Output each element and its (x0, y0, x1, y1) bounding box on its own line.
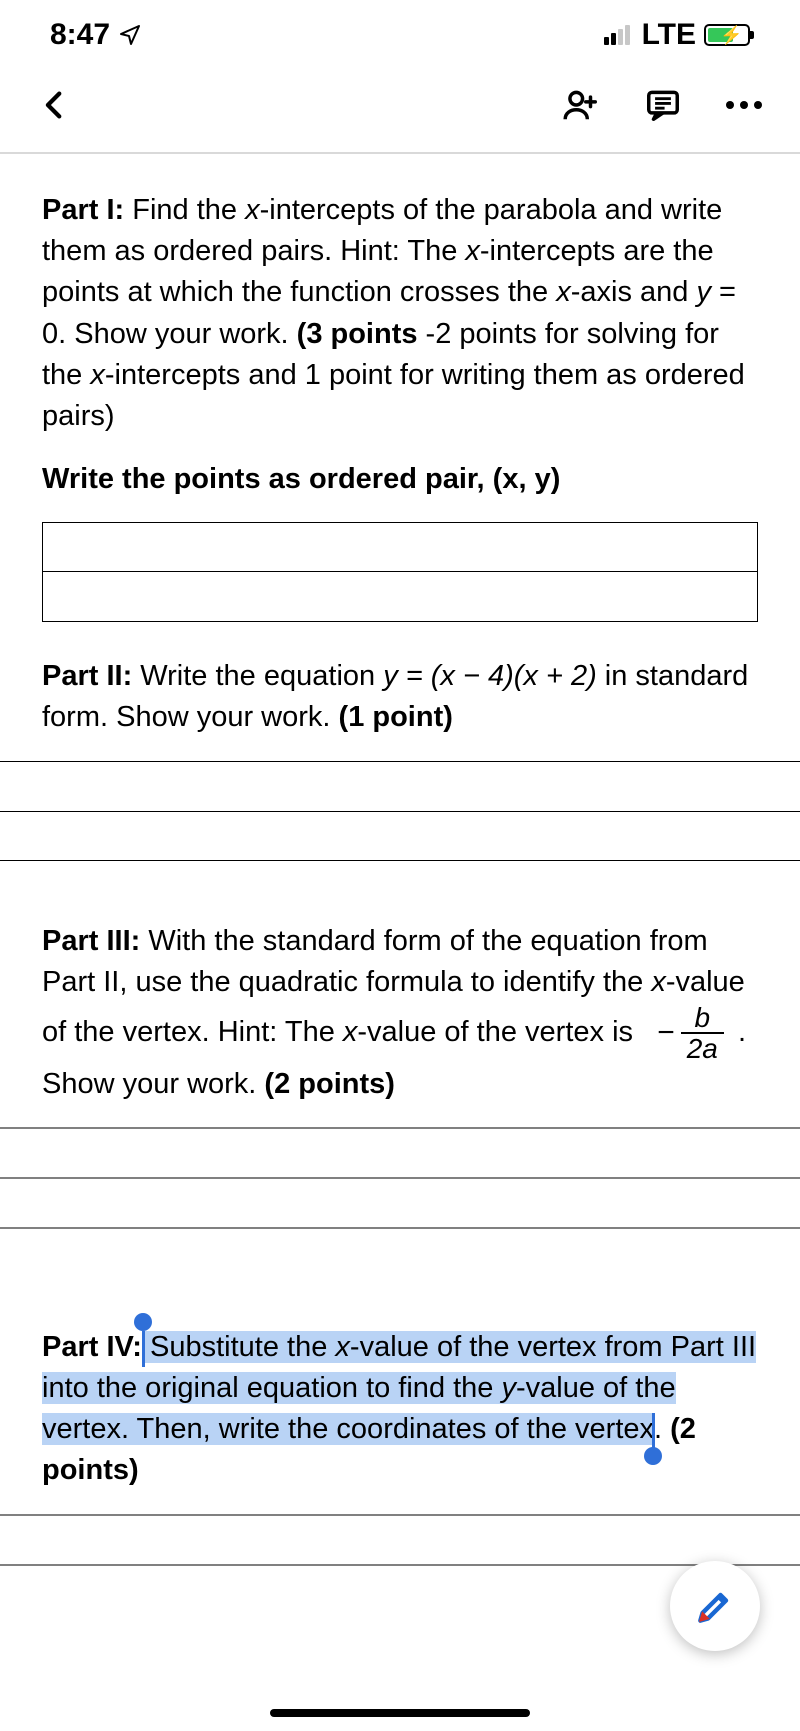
selected-text[interactable]: Substitute the x-value of the vertex fro… (42, 1331, 756, 1445)
answer-line[interactable] (0, 1227, 800, 1277)
part4-label: Part IV: (42, 1331, 142, 1363)
answer-line[interactable] (0, 811, 800, 861)
location-arrow-icon (118, 23, 142, 47)
more-icon[interactable] (726, 101, 762, 109)
back-icon[interactable] (38, 88, 72, 122)
person-add-icon[interactable] (562, 86, 600, 124)
nav-bar (0, 62, 800, 152)
status-time: 8:47 (50, 18, 110, 52)
part3-answer-lines (0, 1127, 800, 1277)
fraction: b2a (681, 1003, 724, 1064)
part2-text: Part II: Write the equation y = (x − 4)(… (42, 656, 758, 738)
part4-text: Part IV: Substitute the x-value of the v… (42, 1327, 758, 1492)
part1-instruction: Write the points as ordered pair, (x, y) (42, 459, 758, 500)
edit-fab[interactable] (670, 1561, 760, 1651)
minus-sign: − (657, 1016, 675, 1049)
answer-line[interactable] (0, 761, 800, 811)
selection-handle-end[interactable] (644, 1447, 662, 1465)
comment-icon[interactable] (644, 86, 682, 124)
battery-icon: ⚡ (704, 24, 750, 46)
part3-text: Part III: With the standard form of the … (42, 921, 758, 1105)
part2-label: Part II: (42, 660, 132, 692)
signal-icon (604, 25, 630, 45)
answer-line[interactable] (0, 1127, 800, 1177)
part3-label: Part III: (42, 925, 140, 957)
status-right: LTE ⚡ (604, 18, 750, 52)
answer-box[interactable] (42, 522, 758, 572)
selection-handle-start[interactable] (134, 1313, 152, 1331)
part1-answer-boxes (42, 522, 758, 622)
part1-text: Part I: Find the x-intercepts of the par… (42, 190, 758, 437)
status-bar: 8:47 LTE ⚡ (0, 0, 800, 62)
answer-box[interactable] (42, 572, 758, 622)
part2-answer-lines (0, 761, 800, 861)
answer-line[interactable] (0, 1514, 800, 1564)
home-indicator[interactable] (270, 1709, 530, 1717)
part1-label: Part I: (42, 194, 124, 226)
network-label: LTE (642, 18, 696, 52)
document-content: Part I: Find the x-intercepts of the par… (0, 154, 800, 1614)
answer-line[interactable] (0, 1177, 800, 1227)
status-time-group: 8:47 (50, 18, 142, 52)
selection-bar (142, 1331, 145, 1367)
selection-bar (652, 1413, 655, 1449)
pencil-icon (693, 1584, 737, 1628)
